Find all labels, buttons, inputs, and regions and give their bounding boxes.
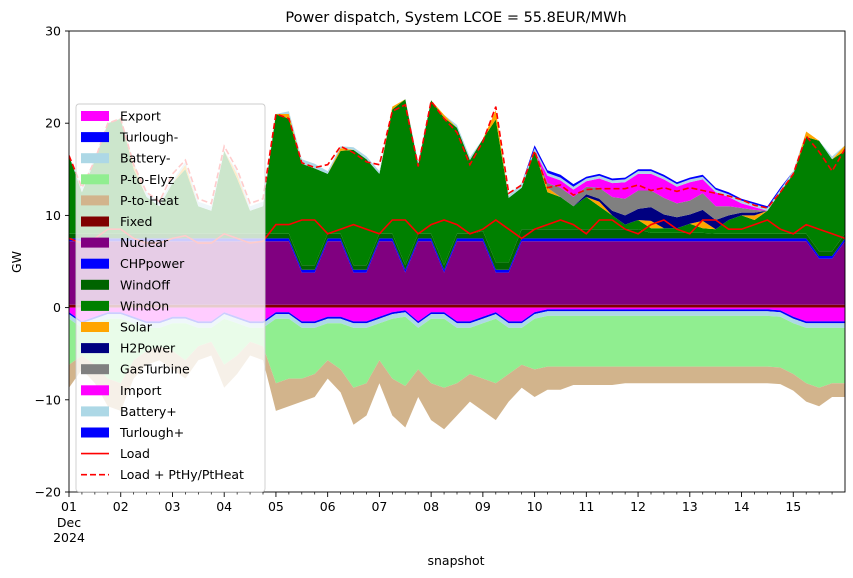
area-windoff: [69, 229, 845, 270]
area-import: [69, 99, 845, 211]
x-tick-label: 08: [423, 499, 439, 514]
legend-label: H2Power: [120, 341, 176, 356]
area-p-to-heat: [69, 341, 845, 430]
x-tick-label: 10: [527, 499, 543, 514]
legend-label: Load + PtHy/PtHeat: [120, 467, 244, 482]
legend-swatch: [81, 132, 109, 143]
chart-title: Power dispatch, System LCOE = 55.8EUR/MW…: [285, 10, 626, 26]
y-tick-label: 20: [45, 116, 61, 131]
x-tick-label: 11: [578, 499, 594, 514]
x-tick-label: 09: [475, 499, 491, 514]
y-tick-label: 0: [53, 300, 61, 315]
legend-swatch: [81, 216, 109, 227]
y-tick-label: −20: [35, 485, 61, 500]
x-tick-label: 13: [682, 499, 698, 514]
legend-label: Nuclear: [120, 235, 169, 250]
x-tick-label: 12: [630, 499, 646, 514]
legend-label: Export: [120, 109, 161, 124]
legend-label: P-to-Elyz: [120, 172, 175, 187]
legend-swatch: [81, 237, 109, 248]
x-tick-sublabel: Dec: [57, 515, 81, 530]
legend-swatch: [81, 406, 109, 417]
y-tick-label: −10: [35, 392, 61, 407]
y-tick-label: 30: [45, 24, 61, 39]
legend-swatch: [81, 322, 109, 332]
legend-label: CHPpower: [120, 256, 185, 271]
x-tick-label: 02: [113, 499, 129, 514]
legend-label: WindOn: [120, 298, 169, 313]
legend-label: Load: [120, 446, 150, 461]
legend-label: Battery-: [120, 151, 171, 166]
x-tick-label: 07: [371, 499, 387, 514]
legend-label: Solar: [120, 320, 153, 335]
legend-box: [75, 103, 266, 493]
legend-label: GasTurbine: [120, 362, 190, 377]
legend-swatch: [81, 153, 109, 164]
x-tick-label: 15: [785, 499, 801, 514]
legend-swatch: [81, 385, 109, 396]
legend-label: P-to-Heat: [120, 193, 179, 208]
legend-label: Fixed: [120, 214, 152, 229]
legend-label: WindOff: [120, 277, 170, 292]
x-tick-sublabel: 2024: [53, 530, 85, 545]
x-axis-label: snapshot: [427, 553, 484, 568]
x-tick-label: 06: [320, 499, 336, 514]
x-tick-label: 03: [165, 499, 181, 514]
legend-label: Turlough-: [119, 130, 178, 145]
legend-swatch: [81, 111, 109, 121]
legend-swatch: [81, 300, 109, 311]
legend-swatch: [81, 279, 109, 290]
legend-swatch: [81, 364, 109, 375]
legend-swatch: [81, 427, 109, 438]
legend-swatch: [81, 195, 109, 206]
legend-swatch: [81, 258, 109, 269]
x-tick-label: 01: [61, 499, 77, 514]
x-tick-label: 05: [268, 499, 284, 514]
legend-swatch: [81, 174, 109, 185]
legend-label: Battery+: [120, 404, 177, 419]
legend-label: Import: [120, 383, 162, 398]
x-tick-label: 14: [734, 499, 750, 514]
x-tick-label: 04: [216, 499, 232, 514]
y-tick-label: 10: [45, 208, 61, 223]
legend-swatch: [81, 343, 109, 354]
legend: Export Turlough- Battery- P-to-Elyz P-to-Hea…: [75, 103, 266, 493]
y-axis-label: GW: [9, 251, 24, 273]
legend-label: Turlough+: [119, 425, 184, 440]
